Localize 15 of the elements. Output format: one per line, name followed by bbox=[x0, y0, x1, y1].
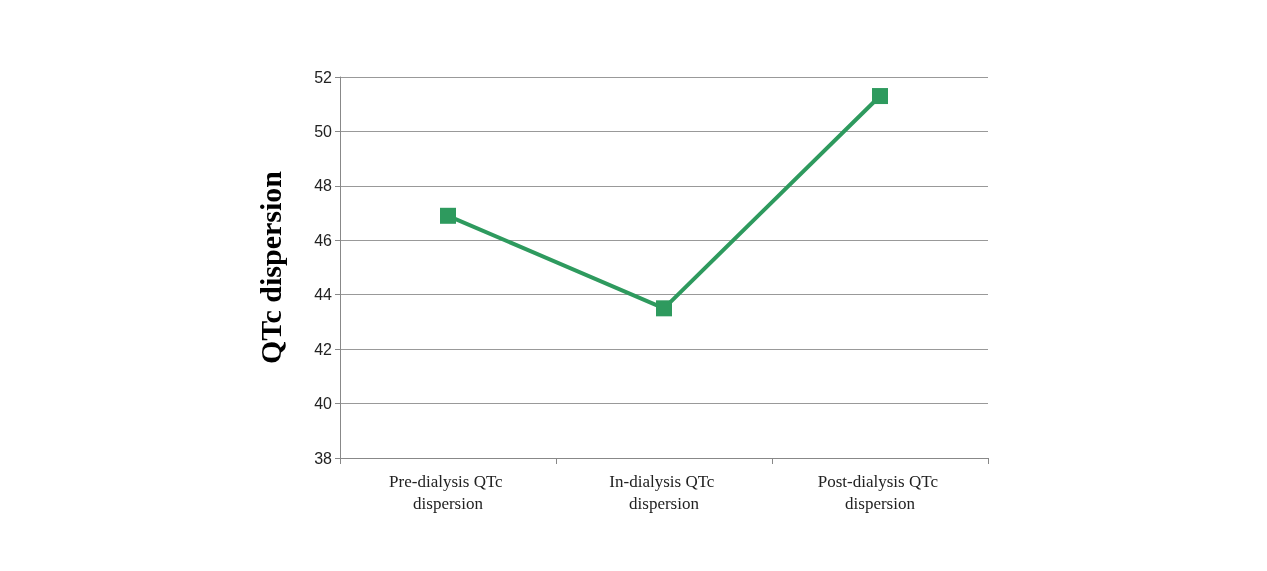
y-tick-label: 50 bbox=[314, 122, 333, 140]
x-tick-label: Post-dialysis QTc dispersion bbox=[817, 471, 943, 513]
y-tick-label: 52 bbox=[314, 68, 333, 86]
y-tick-label: 40 bbox=[314, 395, 333, 413]
y-tick-label: 44 bbox=[314, 286, 333, 304]
y-tick-label: 48 bbox=[314, 177, 333, 195]
y-tick-label: 38 bbox=[314, 449, 333, 467]
y-tick-label: 42 bbox=[314, 340, 333, 358]
x-tick-label: Pre-dialysis QTc dispersion bbox=[389, 471, 507, 513]
point bbox=[872, 88, 888, 105]
y-tick-label: 46 bbox=[314, 231, 333, 249]
point bbox=[656, 300, 672, 317]
y-axis-title: QTc dispersion bbox=[253, 170, 287, 365]
point bbox=[440, 207, 456, 224]
x-tick-label: In-dialysis QTc dispersion bbox=[609, 471, 719, 513]
